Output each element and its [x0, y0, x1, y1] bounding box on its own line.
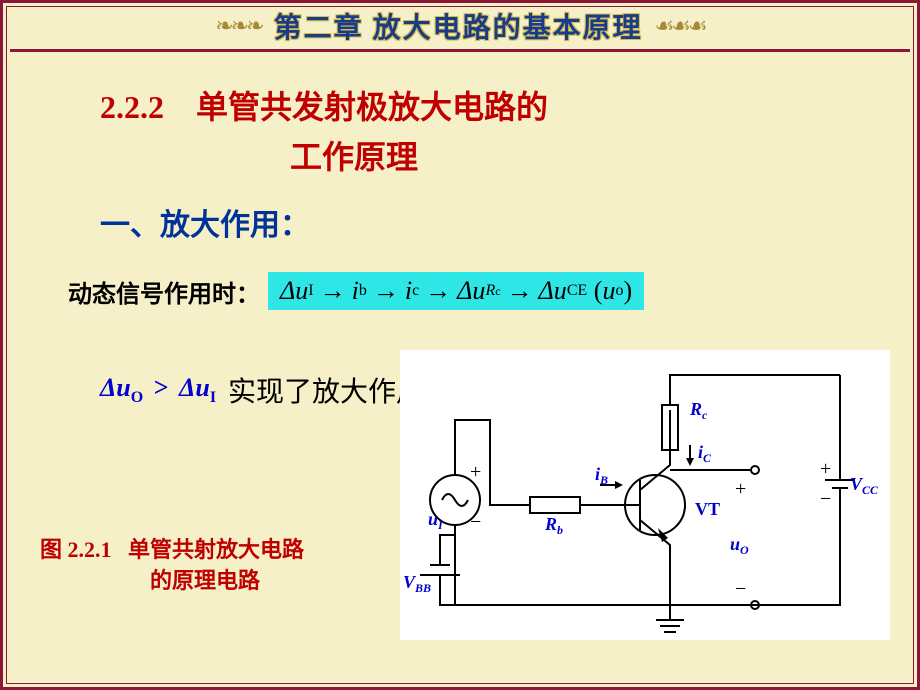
- svg-text:+: +: [470, 461, 481, 483]
- svg-text:VCC: VCC: [850, 474, 879, 497]
- caption-prefix: 图: [40, 537, 62, 562]
- arrow-icon: →: [507, 276, 533, 306]
- r-rhs: Δu: [179, 373, 210, 402]
- signal-chain-formula: ΔuI → ib → ic → ΔuRc → ΔuCE (uo): [268, 272, 644, 310]
- r-gt: >: [154, 373, 169, 402]
- f-uo-sub: o: [615, 282, 623, 300]
- section-title-line1: 单管共发射极放大电路的: [196, 89, 548, 125]
- svg-text:iB: iB: [595, 464, 608, 487]
- result-text: 实现了放大作用: [228, 370, 424, 410]
- f-ic: i: [405, 276, 412, 306]
- caption-text1: 单管共射放大电路: [128, 537, 304, 562]
- f-dur-sub: R: [485, 282, 495, 300]
- svg-text:VT: VT: [695, 499, 720, 519]
- caption-number: 2.2.1: [68, 537, 112, 562]
- dynamic-label: 动态信号作用时：: [68, 274, 260, 309]
- f-dui-sub: I: [308, 282, 313, 300]
- ornament-left-icon: ❧❧❧: [215, 13, 261, 39]
- result-formula: ΔuO > ΔuI: [100, 373, 216, 407]
- f-uo: u: [602, 276, 615, 306]
- f-duce: Δu: [539, 276, 567, 306]
- section-heading: 2.2.2 单管共发射极放大电路的 工作原理: [100, 82, 860, 178]
- svg-text:iC: iC: [698, 442, 712, 465]
- section-number: 2.2.2: [100, 89, 164, 125]
- r-rhs-sub: I: [210, 389, 216, 406]
- f-ib: i: [352, 276, 359, 306]
- r-lhs-sub: O: [131, 389, 143, 406]
- svg-text:−: −: [735, 578, 746, 600]
- arrow-icon: →: [320, 276, 346, 306]
- svg-text:−: −: [470, 511, 481, 533]
- f-ib-sub: b: [359, 282, 367, 300]
- svg-text:uI: uI: [428, 509, 444, 532]
- dynamic-signal-line: 动态信号作用时： ΔuI → ib → ic → ΔuRc → ΔuCE (uo…: [100, 272, 860, 310]
- section-title-line2: 工作原理: [290, 132, 860, 178]
- svg-text:+: +: [820, 458, 831, 480]
- ornament-right-icon: ☙☙☙: [655, 13, 705, 39]
- f-dui: Δu: [280, 276, 308, 306]
- svg-text:+: +: [735, 478, 746, 500]
- svg-text:−: −: [820, 488, 831, 510]
- r-lhs: Δu: [100, 373, 131, 402]
- caption-text2: 的原理电路: [150, 568, 260, 593]
- subheading: 一、放大作用：: [100, 200, 860, 244]
- arrow-icon: →: [373, 276, 399, 306]
- circuit-diagram: uI + − VBB Rb iB Rc iC VT uO + − VCC + −: [400, 350, 890, 640]
- f-duce-sub: CE: [567, 282, 587, 300]
- f-ic-sub: c: [412, 282, 419, 300]
- svg-text:Rc: Rc: [689, 399, 708, 422]
- chapter-header: ❧❧❧ 第二章 放大电路的基本原理 ☙☙☙: [0, 0, 920, 52]
- figure-caption: 图 2.2.1 单管共射放大电路 的原理电路: [40, 535, 304, 597]
- f-dur-sub2: c: [495, 284, 500, 299]
- svg-text:uO: uO: [730, 534, 749, 557]
- chapter-title: 第二章 放大电路的基本原理: [274, 6, 643, 46]
- f-dur: Δu: [457, 276, 485, 306]
- svg-text:Rb: Rb: [544, 514, 563, 537]
- arrow-icon: →: [425, 276, 451, 306]
